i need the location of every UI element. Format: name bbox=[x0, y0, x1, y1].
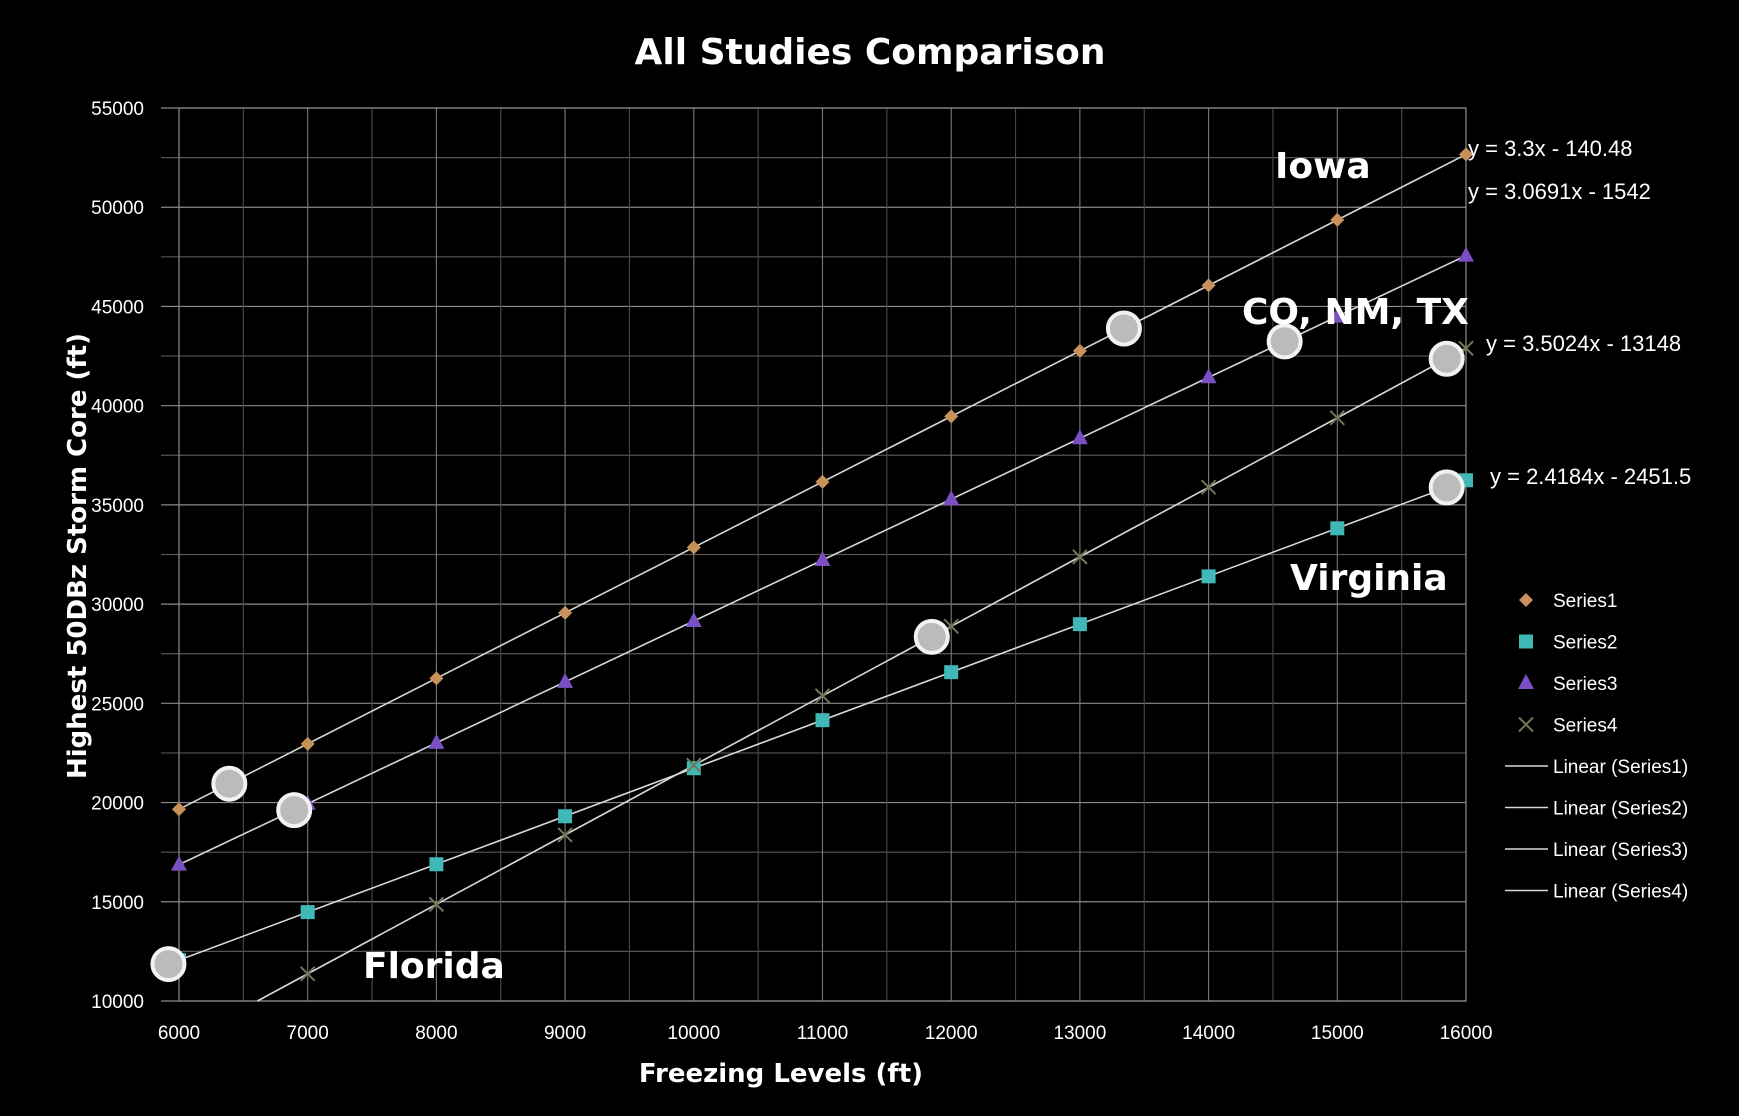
data-point bbox=[1072, 343, 1087, 358]
annotation-iowa: Iowa bbox=[1275, 146, 1371, 187]
data-point bbox=[558, 605, 573, 620]
y-tick-label: 50000 bbox=[91, 198, 144, 219]
data-point bbox=[1201, 569, 1216, 584]
data-point bbox=[300, 905, 315, 920]
annotation-florida: Florida bbox=[363, 946, 505, 987]
highlight-circle bbox=[276, 792, 313, 829]
x-tick-label: 6000 bbox=[158, 1023, 200, 1044]
data-point bbox=[1329, 307, 1346, 323]
trendline-equations: y = 3.3x - 140.48 y = 3.0691x - 1542 y = 3… bbox=[1468, 136, 1691, 489]
x-tick-label: 14000 bbox=[1182, 1023, 1235, 1044]
data-point bbox=[814, 688, 831, 704]
data-point bbox=[1459, 147, 1473, 162]
data-point bbox=[685, 611, 702, 627]
data-point bbox=[815, 474, 830, 489]
data-point bbox=[429, 857, 444, 872]
trendline-equation: y = 3.0691x - 1542 bbox=[1468, 179, 1651, 204]
y-axis-label: Highest 50DBz Storm Core (ft) bbox=[63, 333, 93, 779]
highlight-circle bbox=[150, 946, 187, 983]
highlight-circle bbox=[913, 618, 950, 655]
data-point bbox=[1072, 617, 1087, 632]
trendline-equation: y = 2.4184x - 2451.5 bbox=[1490, 464, 1691, 489]
data-point bbox=[1458, 246, 1474, 262]
data-point bbox=[172, 802, 186, 817]
y-tick-label: 40000 bbox=[91, 397, 144, 418]
data-point bbox=[814, 551, 831, 567]
data-point bbox=[171, 855, 187, 871]
x-tick-label: 12000 bbox=[925, 1023, 978, 1044]
highlight-circle bbox=[211, 765, 248, 802]
x-tick-label: 10000 bbox=[667, 1023, 720, 1044]
data-point bbox=[944, 409, 959, 424]
legend-item-label: Series2 bbox=[1553, 633, 1617, 654]
highlight-circle bbox=[1428, 340, 1465, 377]
y-tick-label: 45000 bbox=[91, 297, 144, 318]
x-tick-label: 9000 bbox=[544, 1023, 586, 1044]
x-tick-label: 7000 bbox=[287, 1023, 329, 1044]
highlight-circle bbox=[1266, 323, 1303, 360]
legend-marker bbox=[1519, 634, 1533, 649]
legend-item-label: Series4 bbox=[1553, 716, 1618, 737]
legend-marker bbox=[1518, 716, 1534, 733]
data-point bbox=[1072, 549, 1088, 565]
trendline-equation: y = 3.5024x - 13148 bbox=[1486, 331, 1681, 356]
trendline bbox=[257, 347, 1467, 1002]
legend-marker bbox=[1518, 674, 1534, 689]
data-point bbox=[1200, 479, 1217, 495]
chart-title: All Studies Comparison bbox=[635, 32, 1106, 73]
data-point bbox=[300, 736, 315, 751]
trendline-equation: y = 3.3x - 140.48 bbox=[1468, 136, 1633, 161]
highlight-circle bbox=[1428, 469, 1465, 506]
legend: Series1 Series2 Series3 Series4 Linear (Seri… bbox=[1505, 591, 1688, 903]
legend-item-label: Linear (Series1) bbox=[1553, 757, 1688, 778]
x-tick-label: 13000 bbox=[1053, 1023, 1106, 1044]
legend-item-label: Series1 bbox=[1553, 591, 1617, 612]
x-axis-label: Freezing Levels (ft) bbox=[639, 1059, 923, 1089]
data-point bbox=[557, 827, 573, 843]
data-point bbox=[428, 896, 445, 913]
highlight-circle bbox=[1105, 310, 1142, 347]
y-tick-label: 10000 bbox=[91, 992, 144, 1013]
data-point bbox=[1330, 521, 1345, 536]
data-point bbox=[428, 733, 445, 749]
y-tick-label: 15000 bbox=[91, 893, 144, 914]
y-tick-label: 55000 bbox=[91, 99, 144, 120]
data-point bbox=[429, 671, 444, 686]
y-tick-label: 30000 bbox=[91, 595, 144, 616]
highlight-circles bbox=[150, 310, 1465, 983]
x-tick-label: 11000 bbox=[797, 1023, 848, 1044]
y-tick-label: 20000 bbox=[91, 794, 144, 815]
data-point bbox=[1329, 410, 1346, 426]
data-point bbox=[686, 761, 701, 776]
data-point bbox=[558, 809, 573, 824]
x-tick-label: 16000 bbox=[1440, 1023, 1493, 1044]
data-point bbox=[943, 490, 960, 506]
data-point bbox=[1201, 278, 1216, 293]
y-tick-label: 25000 bbox=[91, 694, 144, 715]
y-tick-label: 35000 bbox=[91, 496, 144, 517]
legend-marker bbox=[1519, 593, 1533, 607]
data-point bbox=[686, 540, 701, 555]
tick-labels: 10000 15000 20000 25000 30000 35000 40000 45000… bbox=[91, 99, 1492, 1044]
data-point bbox=[944, 665, 959, 680]
data-point bbox=[299, 966, 316, 982]
data-point bbox=[557, 672, 574, 688]
x-tick-label: 8000 bbox=[415, 1023, 457, 1044]
legend-item-label: Series3 bbox=[1553, 674, 1617, 695]
data-point bbox=[1071, 429, 1088, 445]
annotation-virginia: Virginia bbox=[1290, 558, 1448, 599]
grid bbox=[161, 107, 1467, 1002]
legend-item-label: Linear (Series2) bbox=[1553, 799, 1688, 820]
data-point bbox=[815, 713, 830, 728]
data-point bbox=[686, 757, 702, 773]
x-tick-label: 15000 bbox=[1311, 1023, 1364, 1044]
legend-item-label: Linear (Series3) bbox=[1553, 840, 1688, 861]
annotation-co-nm-tx: CO, NM, TX bbox=[1242, 292, 1469, 333]
legend-item-label: Linear (Series4) bbox=[1553, 882, 1688, 903]
plot-area bbox=[178, 107, 1467, 1002]
data-point bbox=[1200, 368, 1217, 384]
data-point bbox=[1330, 212, 1345, 227]
